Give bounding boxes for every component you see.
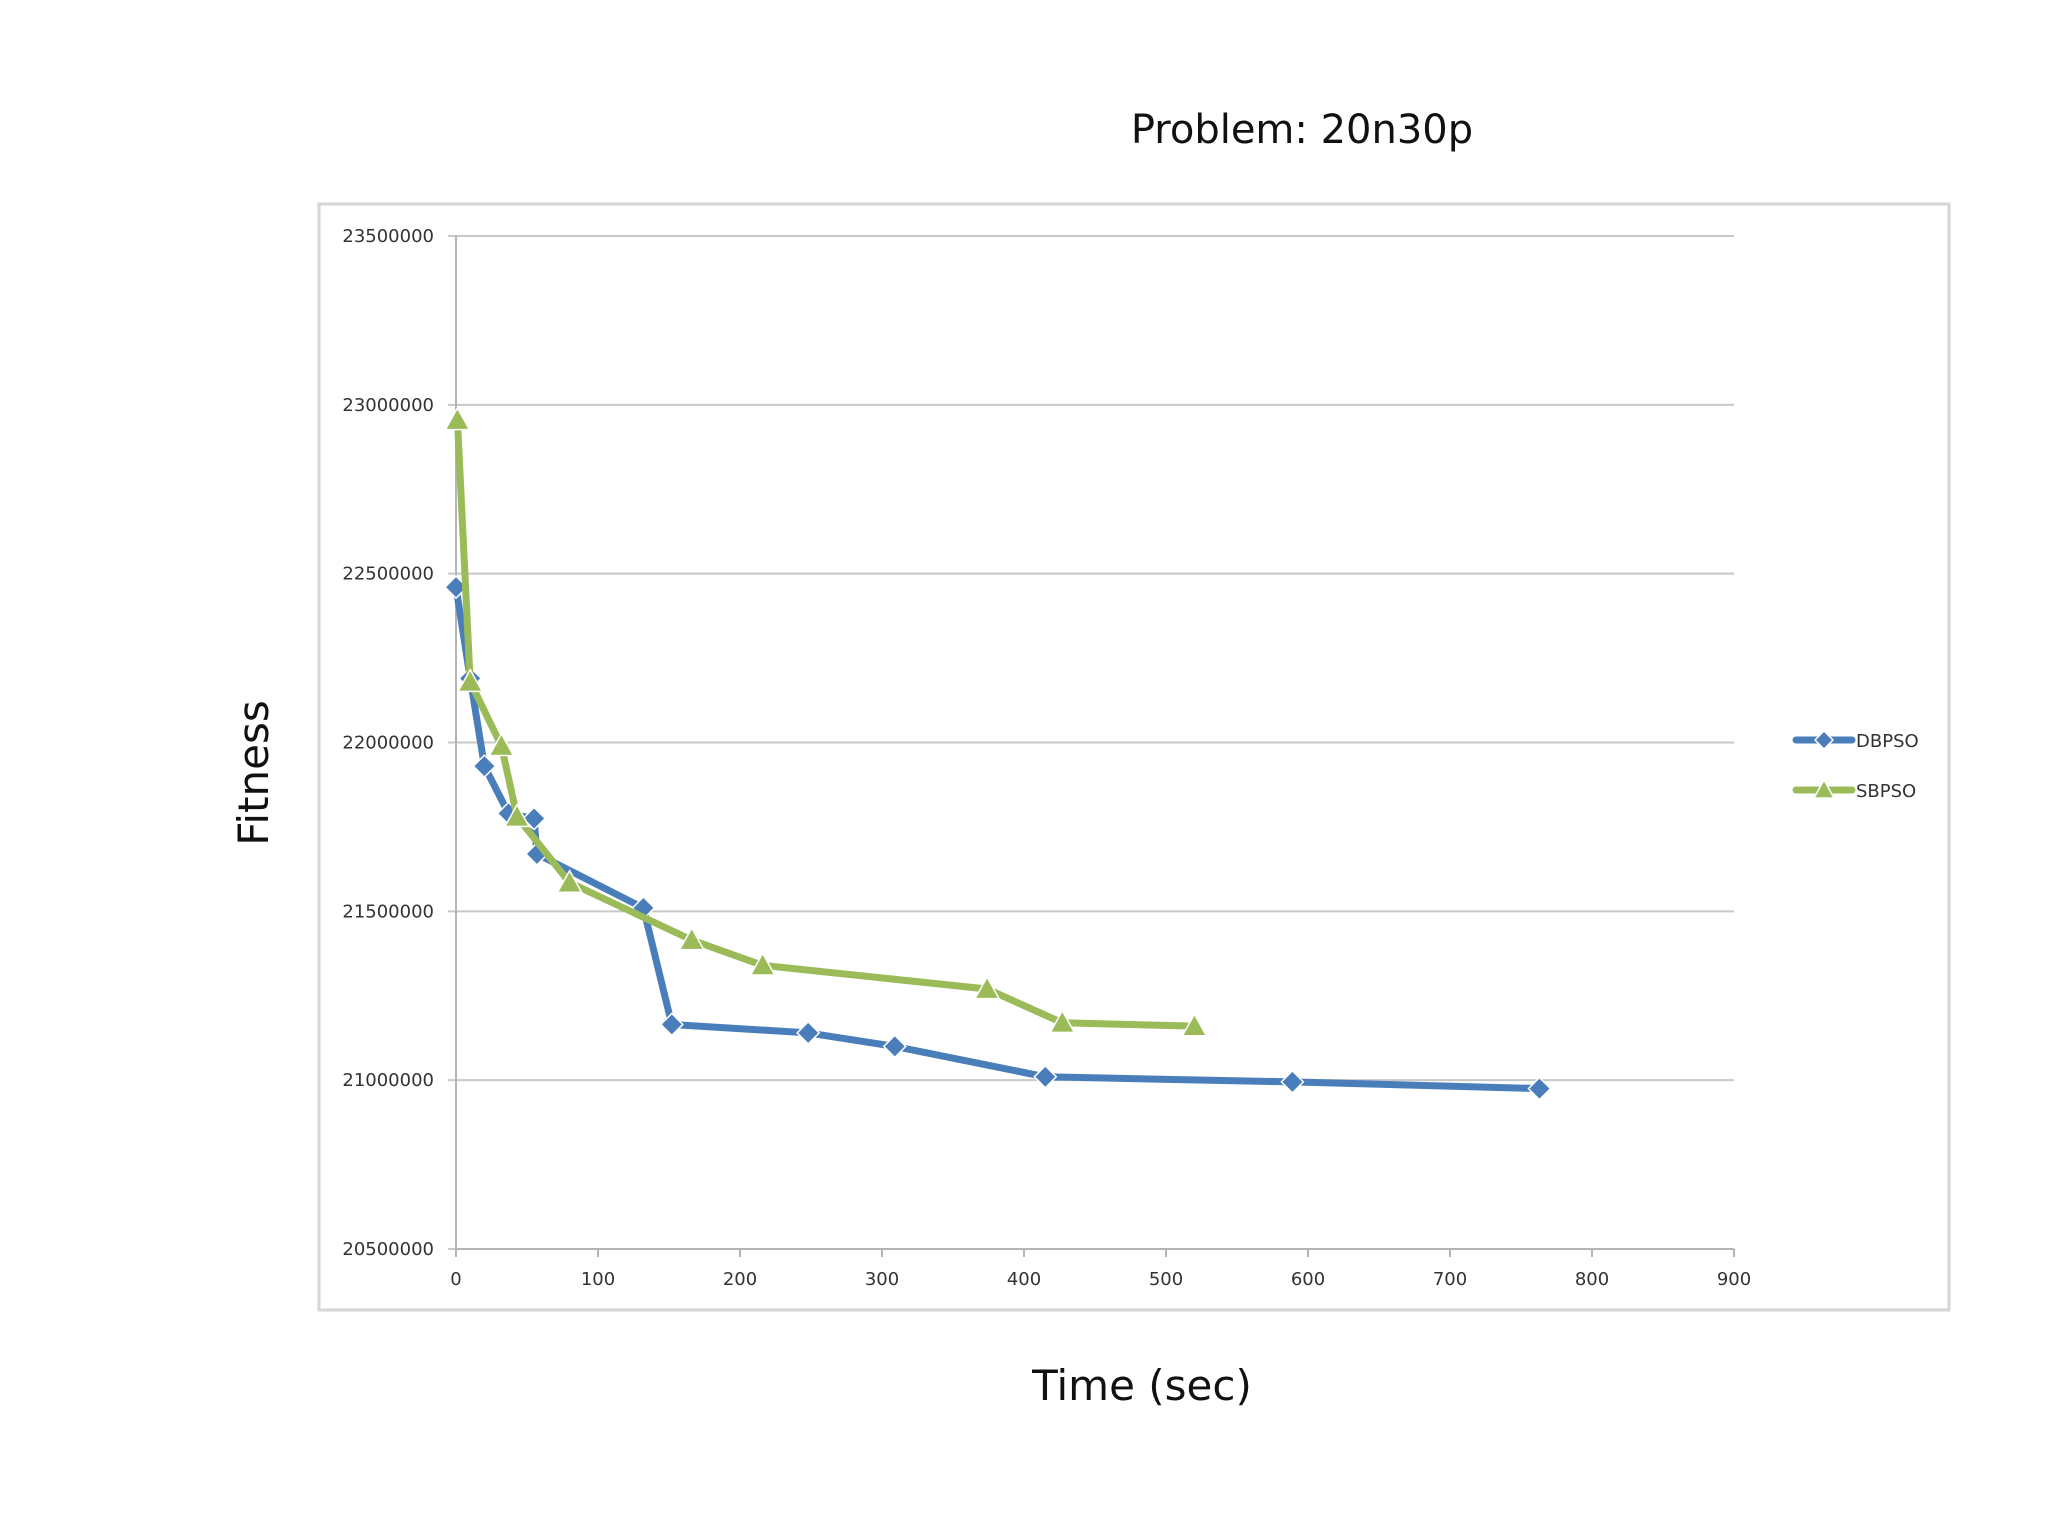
y-axis-title: Fitness [229, 700, 278, 845]
legend-item-sbpso: SBPSO [1792, 778, 1916, 802]
data-point-diamond [1813, 729, 1835, 751]
data-point-diamond [882, 1034, 907, 1059]
x-tick-labels: 0 100 200 300 400 500 600 700 800 900 [450, 1269, 1751, 1290]
data-point-diamond [659, 1012, 684, 1037]
series-sbpso [444, 406, 1208, 1037]
x-tick-label: 0 [450, 1269, 461, 1290]
x-tick-label: 200 [723, 1269, 757, 1290]
gridlines [448, 235, 1734, 1250]
legend-label: SBPSO [1856, 781, 1916, 802]
axes [455, 236, 1735, 1257]
data-point-triangle [488, 732, 515, 757]
data-point-triangle [749, 951, 776, 976]
data-point-diamond [522, 806, 547, 831]
data-point-triangle [556, 869, 583, 893]
y-tick-label: 22500000 [342, 564, 434, 585]
data-point-triangle [503, 803, 531, 828]
legend-item-dbpso: DBPSO [1792, 729, 1919, 752]
data-point-diamond [1527, 1076, 1552, 1101]
data-point-diamond [1033, 1064, 1058, 1089]
x-tick-label: 800 [1575, 1269, 1609, 1290]
y-tick-labels: 20500000 21000000 21500000 22000000 22500000… [342, 226, 434, 1260]
chart-title: Problem: 20n30p [1131, 107, 1473, 153]
series-dbpso [443, 575, 1552, 1101]
data-point-triangle [444, 406, 471, 431]
y-tick-label: 21500000 [342, 901, 434, 922]
data-point-triangle [973, 975, 1001, 1000]
plot-area-frame [317, 202, 1951, 1312]
data-point-diamond [472, 754, 497, 779]
x-axis-title: Time (sec) [1031, 1361, 1252, 1410]
data-point-triangle [1812, 778, 1836, 799]
series-lines [443, 406, 1552, 1101]
x-tick-label: 500 [1149, 1269, 1183, 1290]
data-point-triangle [678, 926, 705, 951]
y-tick-label: 21000000 [342, 1070, 434, 1091]
data-point-triangle [1049, 1009, 1076, 1034]
legend-label: DBPSO [1856, 731, 1919, 752]
data-point-diamond [796, 1020, 821, 1045]
x-tick-label: 900 [1717, 1269, 1751, 1290]
y-tick-label: 22000000 [342, 733, 434, 754]
data-point-diamond [1280, 1069, 1305, 1094]
x-tick-label: 300 [865, 1269, 899, 1290]
x-tick-label: 700 [1433, 1269, 1467, 1290]
x-tick-label: 400 [1007, 1269, 1041, 1290]
y-tick-label: 23500000 [342, 226, 434, 247]
x-tick-label: 100 [581, 1269, 615, 1290]
y-tick-label: 23000000 [342, 395, 434, 416]
x-tick-label: 600 [1291, 1269, 1325, 1290]
series-line-sbpso [453, 416, 1198, 1030]
legend: DBPSO SBPSO [1792, 729, 1919, 802]
y-tick-label: 20500000 [342, 1239, 434, 1260]
data-point-triangle [1181, 1012, 1208, 1037]
data-point-triangle [456, 668, 484, 693]
